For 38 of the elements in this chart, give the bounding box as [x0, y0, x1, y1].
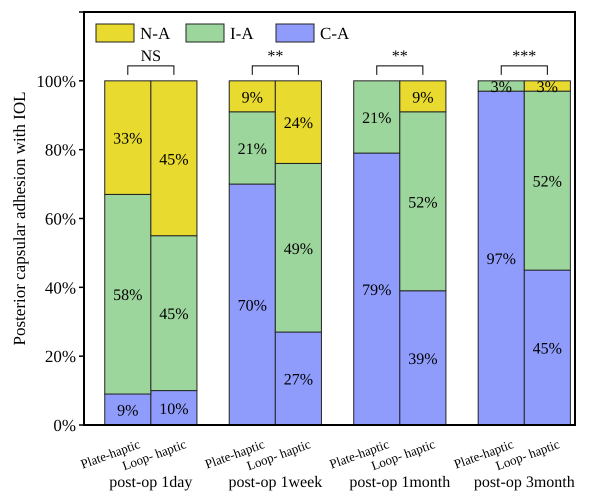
data-label: 58%: [113, 287, 142, 304]
data-label: 49%: [284, 240, 314, 258]
text: post-op 1week: [228, 474, 322, 491]
text: post-op 1day: [109, 474, 192, 491]
annotation: NS: [140, 48, 162, 65]
data-label: 27%: [284, 372, 314, 389]
data-label: 9%: [412, 89, 434, 106]
y-tick-label: 80%: [44, 140, 76, 160]
data-label: 45%: [159, 306, 189, 324]
y-axis-title: Posterior capsular adhesion with IOL: [10, 92, 29, 346]
data-label: 39%: [408, 350, 438, 368]
annotation: **: [392, 48, 408, 65]
data-label: 52%: [408, 194, 438, 212]
y-tick-label: 100%: [36, 72, 76, 91]
data-label: 21%: [362, 110, 392, 127]
data-label: 45%: [159, 151, 189, 168]
data-label: 79%: [362, 282, 392, 300]
legend-label: I-A: [230, 24, 254, 43]
y-tick-label: 60%: [44, 210, 76, 228]
legend-label: C-A: [320, 24, 350, 43]
y-tick-label: 20%: [44, 347, 76, 366]
annotation: **: [267, 48, 284, 65]
text: post-op 3month: [474, 474, 575, 491]
data-label: 70%: [238, 298, 267, 315]
data-label: 52%: [532, 174, 562, 191]
legend-label: N-A: [140, 24, 171, 43]
data-label: 97%: [486, 251, 516, 268]
data-label: 21%: [238, 140, 267, 158]
y-tick-label: 0%: [53, 416, 76, 435]
data-label: 10%: [159, 400, 189, 418]
text: post-op 1month: [349, 474, 450, 491]
data-label: 24%: [284, 115, 314, 132]
y-tick-label: 40%: [44, 278, 76, 298]
data-label: 9%: [117, 402, 138, 420]
annotation: ***: [512, 48, 536, 65]
data-label: 45%: [532, 340, 562, 358]
data-label: 33%: [113, 130, 142, 148]
data-label: 9%: [242, 89, 263, 106]
